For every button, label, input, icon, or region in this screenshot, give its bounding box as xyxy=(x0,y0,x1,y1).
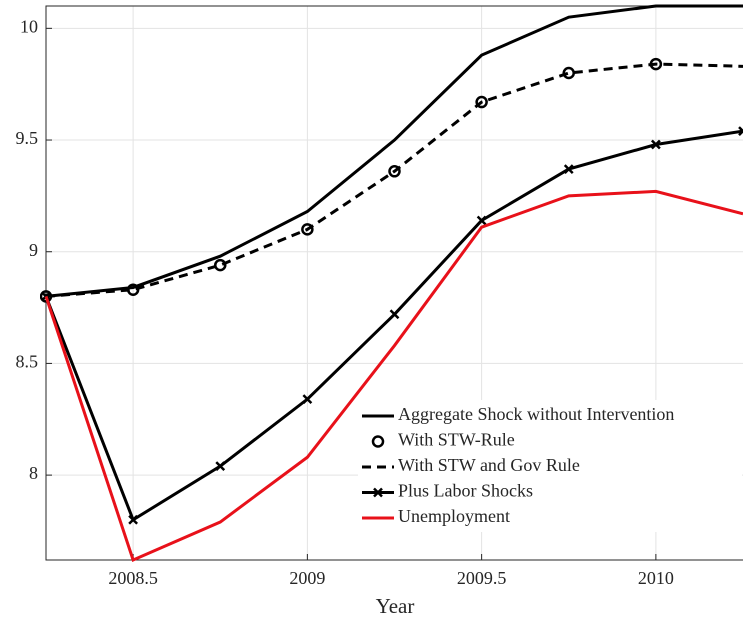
marker xyxy=(215,461,226,472)
series-line xyxy=(45,4,743,298)
legend-label: Plus Labor Shocks xyxy=(398,481,533,501)
x-tick-label: 2010 xyxy=(638,568,674,588)
x-axis-label: Year xyxy=(376,594,415,618)
series-line xyxy=(44,189,743,563)
y-tick-label: 9.5 xyxy=(16,128,39,148)
x-tick-label: 2008.5 xyxy=(108,568,158,588)
marker xyxy=(389,309,400,320)
y-tick-label: 9 xyxy=(29,240,38,260)
marker xyxy=(563,164,574,174)
legend-box xyxy=(358,400,742,532)
marker xyxy=(650,139,661,150)
marker xyxy=(301,223,314,236)
y-tick-label: 8.5 xyxy=(16,352,39,372)
axis-frame xyxy=(45,5,743,561)
y-tick-label: 10 xyxy=(20,16,38,36)
marker xyxy=(476,215,487,226)
legend-marker xyxy=(371,435,385,448)
marker xyxy=(738,126,743,136)
marker xyxy=(128,514,139,525)
x-tick-label: 2009.5 xyxy=(457,568,507,588)
legend-label: With STW and Gov Rule xyxy=(398,455,580,475)
legend-marker xyxy=(373,487,383,498)
x-tick-label: 2009 xyxy=(289,568,325,588)
legend-label: Unemployment xyxy=(398,506,510,526)
legend-label: Aggregate Shock without Intervention xyxy=(398,404,674,424)
marker xyxy=(475,95,488,109)
legend-label: With STW-Rule xyxy=(398,430,515,450)
marker xyxy=(388,165,401,178)
y-tick-label: 8 xyxy=(29,463,38,483)
marker xyxy=(41,291,51,302)
marker xyxy=(302,394,313,405)
marker xyxy=(562,66,575,80)
series-line xyxy=(45,62,743,298)
